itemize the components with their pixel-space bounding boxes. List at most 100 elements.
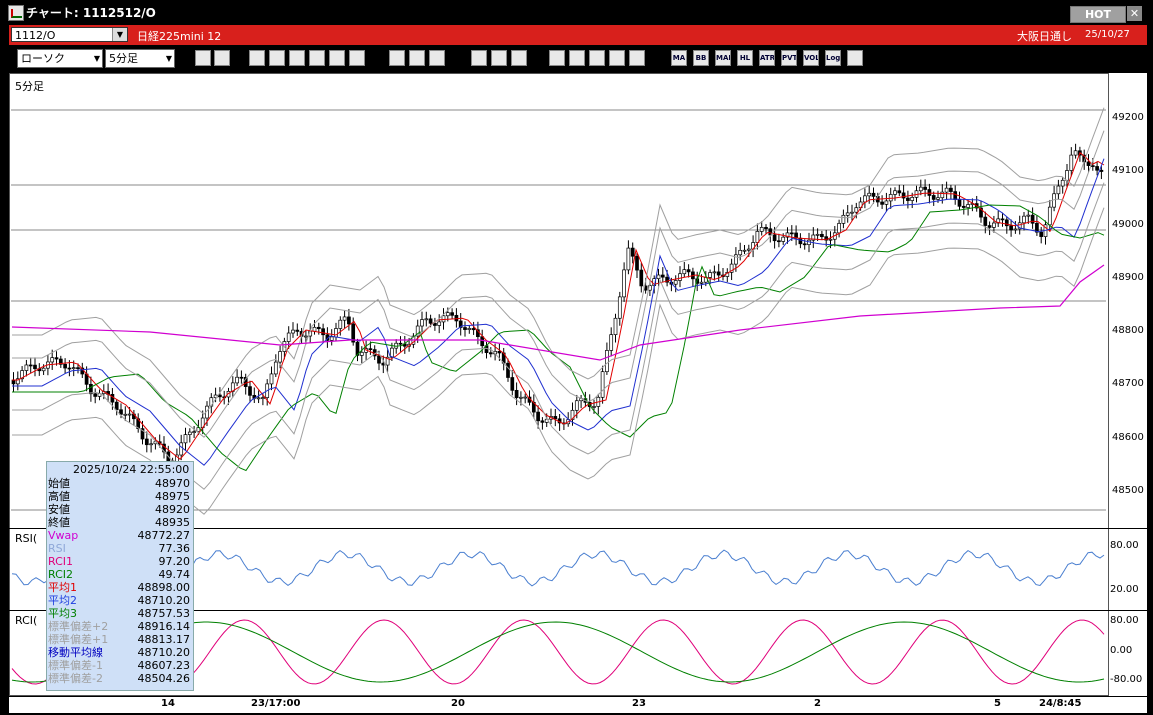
indicator-button-log[interactable]: Log bbox=[825, 50, 841, 66]
settings-icon[interactable] bbox=[471, 50, 487, 66]
info-value: 48898.00 bbox=[137, 581, 191, 594]
price-tick-label: 49000 bbox=[1112, 219, 1144, 230]
chart-type-select[interactable]: ローソク ▼ bbox=[17, 49, 103, 68]
rsi-panel-label: RSI( bbox=[15, 532, 38, 545]
info-timestamp: 2025/10/24 22:55:00 bbox=[73, 463, 190, 476]
panel-divider[interactable] bbox=[9, 528, 1147, 529]
trash-icon[interactable] bbox=[349, 50, 365, 66]
note-icon[interactable] bbox=[329, 50, 345, 66]
x-tick-label: 23 bbox=[632, 698, 646, 709]
info-value: 48920 bbox=[155, 503, 190, 516]
x-tick-label: 14 bbox=[161, 698, 175, 709]
hot-button[interactable]: HOT bbox=[1070, 6, 1126, 23]
info-key: 終値 bbox=[48, 516, 70, 529]
window-title: チャート: 1112512/O bbox=[26, 6, 156, 20]
info-value: 48772.27 bbox=[137, 529, 191, 542]
shape-icon[interactable] bbox=[309, 50, 325, 66]
export-icon[interactable] bbox=[847, 50, 863, 66]
indicator-button-ma[interactable]: MA bbox=[671, 50, 687, 66]
info-value: 48504.26 bbox=[137, 672, 191, 685]
info-row: 高値 48975 bbox=[48, 490, 192, 503]
info-row: Vwap 48772.27 bbox=[48, 529, 192, 542]
rci-panel-label: RCI( bbox=[15, 614, 38, 627]
info-key: 平均1 bbox=[48, 581, 77, 594]
close-button[interactable]: ✕ bbox=[1127, 6, 1142, 21]
info-row: 標準偏差-2 48504.26 bbox=[48, 672, 192, 685]
interval-select[interactable]: 5分足 ▼ bbox=[105, 49, 175, 68]
chart-type-value: ローソク bbox=[21, 52, 65, 65]
x-tick-label: 24/8:45 bbox=[1039, 698, 1082, 709]
info-key: 高値 bbox=[48, 490, 70, 503]
info-row: RCI2 49.74 bbox=[48, 568, 192, 581]
draw-icon[interactable] bbox=[269, 50, 285, 66]
info-value: 48975 bbox=[155, 490, 190, 503]
rsi-tick-label: 80.00 bbox=[1110, 540, 1139, 551]
flag-icon[interactable] bbox=[609, 50, 625, 66]
indicator-button-bb[interactable]: BB bbox=[693, 50, 709, 66]
price-tick-label: 49100 bbox=[1112, 165, 1144, 176]
indicator-button-atr[interactable]: ATR bbox=[759, 50, 775, 66]
info-key: 標準偏差-2 bbox=[48, 672, 103, 685]
info-value: 48710.20 bbox=[137, 594, 191, 607]
interval-value: 5分足 bbox=[109, 52, 138, 65]
pencil-icon[interactable] bbox=[249, 50, 265, 66]
price-tick-label: 48700 bbox=[1112, 378, 1144, 389]
x-tick-label: 23/17:00 bbox=[251, 698, 301, 709]
info-key: 標準偏差-1 bbox=[48, 659, 103, 672]
info-value: 48607.23 bbox=[137, 659, 191, 672]
info-value: 48710.20 bbox=[137, 646, 191, 659]
rci-tick-label: 0.00 bbox=[1110, 645, 1133, 656]
search-icon[interactable] bbox=[569, 50, 585, 66]
info-row: RCI1 97.20 bbox=[48, 555, 192, 568]
table-icon[interactable] bbox=[589, 50, 605, 66]
palette-icon[interactable] bbox=[511, 50, 527, 66]
candle-icon[interactable] bbox=[389, 50, 405, 66]
x-tick-label: 2 bbox=[814, 698, 821, 709]
order-icon[interactable] bbox=[549, 50, 565, 66]
info-key: RCI2 bbox=[48, 568, 74, 581]
rsi-tick-label: 20.00 bbox=[1110, 584, 1139, 595]
all-icon[interactable] bbox=[429, 50, 445, 66]
info-key: 標準偏差+2 bbox=[48, 620, 109, 633]
toolbar: ローソク ▼ 5分足 ▼ MA BB MAE HL ATR PVT VOL Log bbox=[9, 46, 1147, 71]
zoom-icon[interactable] bbox=[195, 50, 211, 66]
x-tick-label: 20 bbox=[451, 698, 465, 709]
price-tick-label: 49200 bbox=[1112, 112, 1144, 123]
indicator-button-pvt[interactable]: PVT bbox=[781, 50, 797, 66]
info-value: 77.36 bbox=[158, 542, 191, 555]
info-row: RSI 77.36 bbox=[48, 542, 192, 555]
panel-divider[interactable] bbox=[9, 610, 1147, 611]
info-row: 終値 48935 bbox=[48, 516, 192, 529]
info-row: 標準偏差-1 48607.23 bbox=[48, 659, 192, 672]
indicator-button-vol[interactable]: VOL bbox=[803, 50, 819, 66]
symbol-input[interactable]: 1112/O ▼ bbox=[11, 27, 128, 42]
price-tick-label: 48800 bbox=[1112, 325, 1144, 336]
info-value: 48813.17 bbox=[137, 633, 191, 646]
wrench-icon[interactable] bbox=[491, 50, 507, 66]
price-axis bbox=[1109, 73, 1147, 696]
bar-icon[interactable] bbox=[409, 50, 425, 66]
indicator-button-mae[interactable]: MAE bbox=[715, 50, 731, 66]
indicator-button-hl[interactable]: HL bbox=[737, 50, 753, 66]
info-row: 始値 48970 bbox=[48, 477, 192, 490]
session-label: 大阪日通し bbox=[1017, 30, 1072, 43]
info-key: 移動平均線 bbox=[48, 646, 103, 659]
info-row: 安値 48920 bbox=[48, 503, 192, 516]
cursor-icon[interactable] bbox=[289, 50, 305, 66]
info-key: 安値 bbox=[48, 503, 70, 516]
info-value: 48970 bbox=[155, 477, 190, 490]
ohlc-info-panel: 2025/10/24 22:55:00 始値 48970 高値 48975 安値 4892… bbox=[46, 461, 194, 691]
info-row: 平均1 48898.00 bbox=[48, 581, 192, 594]
symbol-value: 1112/O bbox=[15, 29, 56, 42]
info-row: 平均3 48757.53 bbox=[48, 607, 192, 620]
chevron-down-icon[interactable]: ▼ bbox=[112, 28, 127, 41]
chevron-down-icon: ▼ bbox=[165, 54, 172, 63]
chevron-down-icon: ▼ bbox=[93, 54, 100, 63]
price-tick-label: 48900 bbox=[1112, 272, 1144, 283]
time-axis: 14 23/17:00 20 23 2 5 24/8:45 bbox=[9, 696, 1147, 713]
crosshair-icon[interactable] bbox=[214, 50, 230, 66]
title-bar: チャート: 1112512/O HOT ✕ bbox=[0, 0, 1153, 24]
clear-icon[interactable] bbox=[629, 50, 645, 66]
info-value: 48935 bbox=[155, 516, 190, 529]
info-key: 始値 bbox=[48, 477, 70, 490]
